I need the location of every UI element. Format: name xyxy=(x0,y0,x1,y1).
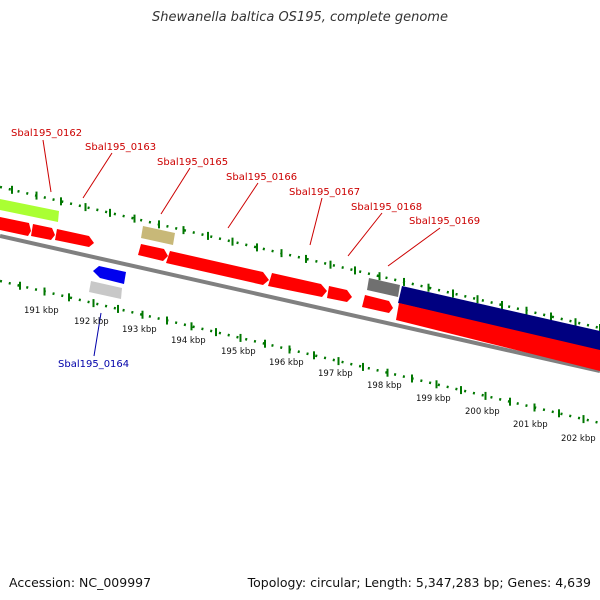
kbp-label: 192 kbp xyxy=(74,317,109,327)
map-title: Shewanella baltica OS195, complete genom… xyxy=(152,10,448,25)
gene-grey[interactable] xyxy=(367,278,400,297)
forward-label-leaders xyxy=(42,139,441,267)
gene-red-3[interactable] xyxy=(55,229,94,247)
reverse-label-leader xyxy=(93,312,102,357)
gene-red-8[interactable] xyxy=(362,295,393,313)
genome-summary-text: Topology: circular; Length: 5,347,283 bp… xyxy=(247,575,591,590)
accession-text: Accession: NC_009997 xyxy=(9,575,152,590)
gene-label[interactable]: Sbal195_0164 xyxy=(58,359,129,370)
gene-red-6[interactable] xyxy=(268,273,327,297)
kbp-label: 194 kbp xyxy=(171,336,206,346)
gene-navy[interactable] xyxy=(398,286,600,351)
gene-label[interactable]: Sbal195_0168 xyxy=(351,202,422,213)
scale-ticks xyxy=(11,185,600,424)
kbp-label: 200 kbp xyxy=(465,407,500,417)
gene-labels: Sbal195_0162 Sbal195_0163 Sbal195_0165 S… xyxy=(11,128,480,370)
gene-khaki[interactable] xyxy=(141,226,175,245)
lower-scale xyxy=(0,279,600,425)
gene-red-2[interactable] xyxy=(31,224,55,240)
forward-genes xyxy=(0,199,600,371)
gene-label[interactable]: Sbal195_0165 xyxy=(157,157,228,168)
kbp-label: 197 kbp xyxy=(318,369,353,379)
kbp-label: 196 kbp xyxy=(269,358,304,368)
gene-red-5[interactable] xyxy=(166,251,269,285)
gene-red-4[interactable] xyxy=(138,244,168,261)
gene-lime[interactable] xyxy=(0,199,59,222)
gene-label[interactable]: Sbal195_0169 xyxy=(409,216,480,227)
gene-red-9[interactable] xyxy=(396,303,600,371)
kbp-label: 193 kbp xyxy=(122,325,157,335)
gene-blue[interactable] xyxy=(93,266,126,284)
gene-label[interactable]: Sbal195_0167 xyxy=(289,187,360,198)
reverse-genes xyxy=(89,266,126,299)
kbp-label: 202 kbp xyxy=(561,434,596,444)
gene-label[interactable]: Sbal195_0163 xyxy=(85,142,156,153)
kbp-label: 198 kbp xyxy=(367,381,402,391)
gene-red-1[interactable] xyxy=(0,217,31,236)
genome-backbone xyxy=(0,234,600,373)
upper-scale xyxy=(0,185,600,330)
gene-label[interactable]: Sbal195_0166 xyxy=(226,172,297,183)
gene-label[interactable]: Sbal195_0162 xyxy=(11,128,82,139)
kbp-label: 201 kbp xyxy=(513,420,548,430)
kbp-labels: 191 kbp 192 kbp 193 kbp 194 kbp 195 kbp … xyxy=(24,306,596,444)
kbp-label: 195 kbp xyxy=(221,347,256,357)
kbp-label: 199 kbp xyxy=(416,394,451,404)
gene-lightgrey[interactable] xyxy=(89,281,122,299)
gene-red-7[interactable] xyxy=(327,286,352,302)
kbp-label: 191 kbp xyxy=(24,306,59,316)
